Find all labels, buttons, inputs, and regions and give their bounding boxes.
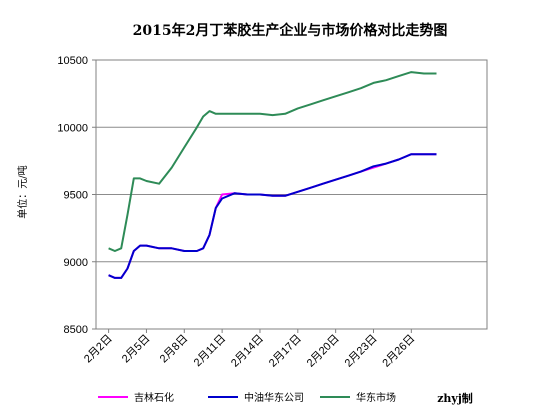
- series-line-2: [108, 153, 437, 279]
- x-tick-label: 2月14日: [229, 333, 266, 370]
- series-line-3: [108, 71, 437, 252]
- y-tick-label: 9000: [64, 257, 88, 269]
- y-tick-label: 9500: [64, 190, 88, 202]
- series-line-1: [108, 153, 437, 279]
- x-tick-label: 2月5日: [120, 333, 153, 366]
- x-tick-label: 2月23日: [343, 333, 380, 370]
- x-tick-label: 2月2日: [82, 333, 115, 366]
- y-axis-label: 单位：元/吨: [16, 165, 29, 218]
- x-tick-label: 2月17日: [267, 333, 304, 370]
- legend-label: 吉林石化: [134, 391, 174, 404]
- y-tick-label: 10000: [57, 122, 88, 134]
- x-axis-ticks: 2月2日 2月5日 2月8日 2月11日 2月14日 2月17日 2月20日 2月23日 2月2…: [82, 329, 417, 370]
- y-tick-label: 10500: [57, 55, 88, 67]
- chart-credit: zhyj制: [437, 391, 473, 405]
- y-axis-ticks: 8500 9000 9500 10000 10500: [57, 55, 96, 336]
- legend: 吉林石化 中油华东公司 华东市场: [98, 391, 396, 404]
- y-tick-label: 8500: [64, 324, 88, 336]
- legend-label: 华东市场: [356, 391, 396, 404]
- series-lines: [108, 71, 437, 279]
- chart-title: 2015年2月丁苯胶生产企业与市场价格对比走势图: [133, 22, 448, 39]
- x-tick-label: 2月8日: [158, 333, 191, 366]
- legend-label: 中油华东公司: [244, 391, 304, 404]
- x-tick-label: 2月20日: [305, 333, 342, 370]
- x-tick-label: 2月26日: [380, 333, 417, 370]
- x-tick-label: 2月11日: [192, 333, 228, 369]
